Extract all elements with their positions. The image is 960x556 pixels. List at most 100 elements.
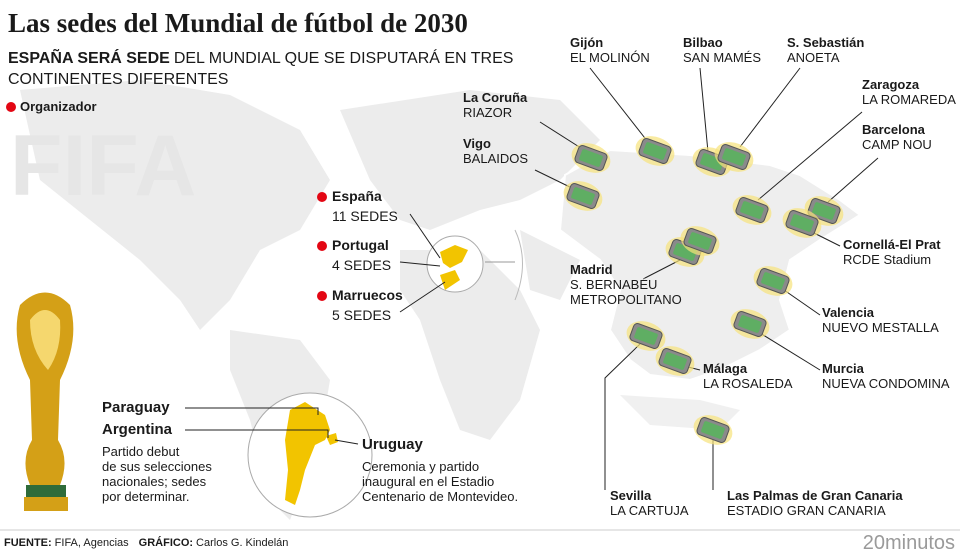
stadium-name: S. BERNABÉU xyxy=(570,277,657,292)
legend-dot xyxy=(6,102,16,112)
host-venues: 4 SEDES xyxy=(332,257,391,273)
sa-note: Centenario de Montevideo. xyxy=(362,489,518,504)
stadium-name: ESTADIO GRAN CANARIA xyxy=(727,503,886,518)
stadium-icon xyxy=(563,181,603,211)
leader-line xyxy=(759,332,821,371)
stadium-city: Málaga xyxy=(703,361,748,376)
leader-line xyxy=(783,289,821,316)
stadium-pitch xyxy=(673,243,697,261)
sa-note: inaugural en el Estadio xyxy=(362,474,494,489)
footer-label: FUENTE: xyxy=(4,537,52,549)
stadium-name: CAMP NOU xyxy=(862,137,932,152)
stadium-city: Zaragoza xyxy=(862,77,920,92)
leader-line xyxy=(739,67,801,148)
host-venues: 5 SEDES xyxy=(332,307,391,323)
sa-note: Partido debut xyxy=(102,444,180,459)
leader-line xyxy=(334,439,359,445)
stadium-icon xyxy=(626,321,666,351)
leader-line xyxy=(399,281,446,313)
stadium-pitch xyxy=(700,153,724,171)
stadium-pitch xyxy=(761,272,785,290)
stadium-pitch xyxy=(722,148,746,166)
uruguay-shape xyxy=(326,433,338,445)
stadium-city: Cornellá-El Prat xyxy=(843,237,941,252)
stadium-city: Bilbao xyxy=(683,35,723,50)
sa-note: Ceremonia y partido xyxy=(362,459,479,474)
stadium-icon xyxy=(571,143,611,173)
stadium-pitch xyxy=(738,315,762,333)
stadium-icon xyxy=(655,346,695,376)
host-venues: 11 SEDES xyxy=(332,208,398,224)
subtitle-text: DEL MUNDIAL QUE SE DISPUTARÁ EN TRES xyxy=(174,48,514,67)
stadium-icon xyxy=(732,195,772,225)
stadium-pitch xyxy=(812,202,836,220)
leader-line xyxy=(644,259,681,279)
subtitle-bold: ESPAÑA SERÁ SEDE xyxy=(8,47,170,67)
title: Las sedes del Mundial de fútbol de 2030 xyxy=(8,8,468,38)
stadium-name: LA ROMAREDA xyxy=(862,92,956,107)
organizer-dot xyxy=(317,291,327,301)
stadium-name: NUEVO MESTALLA xyxy=(822,320,939,335)
stadium-icon xyxy=(693,415,733,445)
stadium-city: La Coruña xyxy=(463,90,528,105)
stadium-name: RIAZOR xyxy=(463,105,512,120)
stadium-icon xyxy=(730,309,770,339)
sa-note: de sus selecciones xyxy=(102,459,212,474)
stadium-city: Gijón xyxy=(570,35,603,50)
leader-line xyxy=(399,261,441,267)
host-country: Marruecos xyxy=(332,287,403,303)
stadium-city: Valencia xyxy=(822,305,875,320)
subtitle: CONTINENTES DIFERENTES xyxy=(8,71,228,88)
stadium-name: METROPOLITANO xyxy=(570,292,682,307)
stadium-city: Sevilla xyxy=(610,488,652,503)
subtitle: ESPAÑA SERÁ SEDE DEL MUNDIAL QUE SE DISPU… xyxy=(8,47,513,67)
organizer-dot xyxy=(317,241,327,251)
leader-line xyxy=(757,111,863,201)
leader-line xyxy=(409,213,441,259)
trophy xyxy=(16,292,74,511)
stadium-name: EL MOLINÓN xyxy=(570,50,650,65)
connector xyxy=(514,229,523,301)
host-country: Portugal xyxy=(332,237,389,253)
stadium-icon xyxy=(782,208,822,238)
iberia-shape xyxy=(440,245,468,268)
stadium-pitch xyxy=(740,201,764,219)
stadium-pitch xyxy=(688,232,712,250)
footer-value: Carlos G. Kindelán xyxy=(196,537,288,549)
stadium-city: Las Palmas de Gran Canaria xyxy=(727,488,903,503)
stadium-icon xyxy=(635,136,675,166)
leader-line xyxy=(185,407,319,415)
stadium-pitch xyxy=(571,187,595,205)
stadium-pitch xyxy=(643,142,667,160)
leader-line xyxy=(539,121,585,151)
stadium-city: Madrid xyxy=(570,262,613,277)
host-country: España xyxy=(332,188,382,204)
stadium-name: RCDE Stadium xyxy=(843,252,931,267)
stadium-pitch xyxy=(634,327,658,345)
stadium-pitch xyxy=(790,214,814,232)
stadium-city: Murcia xyxy=(822,361,865,376)
stadium-city: Vigo xyxy=(463,136,491,151)
stadium-name: NUEVA CONDOMINA xyxy=(822,376,950,391)
watermark: FIFA xyxy=(10,118,196,214)
leader-line xyxy=(827,157,879,203)
footer-value: FIFA, Agencias xyxy=(55,537,129,549)
stadium-name: ANOETA xyxy=(787,50,840,65)
stadium-city: Barcelona xyxy=(862,122,926,137)
sa-country: Uruguay xyxy=(362,436,424,453)
stadium-name: SAN MAMÉS xyxy=(683,50,761,65)
sa-note: nacionales; sedes xyxy=(102,474,207,489)
stadium-pitch xyxy=(663,352,687,370)
stadium-pitch xyxy=(701,421,725,439)
leader-line xyxy=(589,67,649,143)
legend-label: Organizador xyxy=(20,99,97,114)
leader-line xyxy=(604,343,641,490)
stadium-icon xyxy=(680,226,720,256)
sa-note: por determinar. xyxy=(102,489,189,504)
morocco-shape xyxy=(440,270,460,290)
leader-line xyxy=(185,429,329,438)
sa-country: Paraguay xyxy=(102,399,170,416)
sa-country: Argentina xyxy=(102,421,173,438)
